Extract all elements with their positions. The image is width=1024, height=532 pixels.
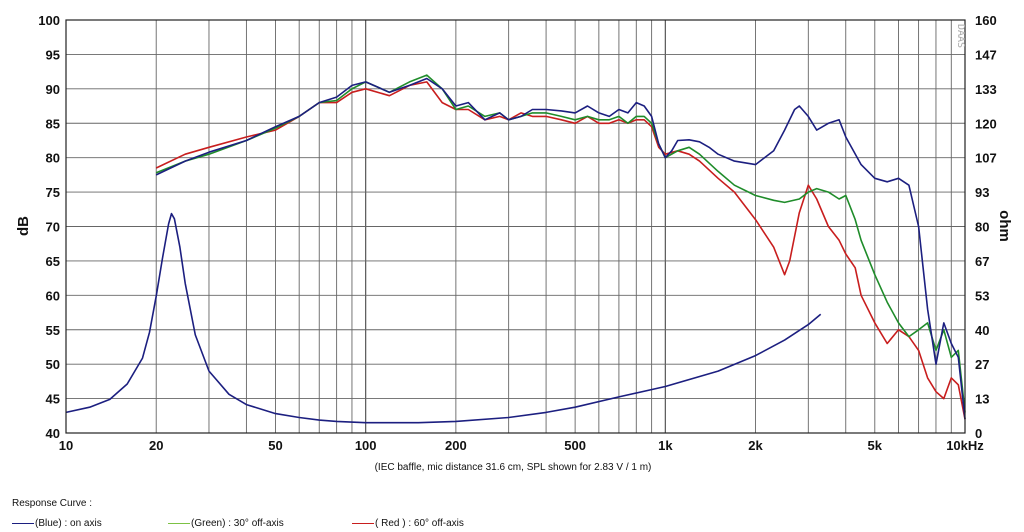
legend-label-30-off-axis: (Green) : 30° off-axis	[191, 518, 284, 529]
y-axis-left-label: dB	[15, 216, 32, 236]
legend-swatch-green	[168, 522, 190, 524]
y-left-tick-label: 60	[46, 288, 60, 303]
y-left-tick-label: 70	[46, 220, 60, 235]
x-tick-label: 200	[445, 438, 467, 453]
y-right-tick-label: 80	[975, 220, 989, 235]
y-right-tick-label: 0	[975, 426, 982, 441]
legend-item-60-off-axis: ( Red ) : 60° off-axis	[352, 518, 464, 529]
x-tick-label: 50	[268, 438, 282, 453]
y-right-tick-label: 67	[975, 254, 989, 269]
y-right-tick-label: 93	[975, 185, 989, 200]
y-right-tick-label: 160	[975, 13, 997, 28]
legend-swatch-blue	[12, 522, 34, 524]
y-left-tick-label: 95	[46, 47, 60, 62]
x-tick-label: 5k	[868, 438, 883, 453]
x-tick-label: 10kHz	[946, 438, 984, 453]
y-right-tick-label: 147	[975, 47, 997, 62]
y-left-tick-label: 55	[46, 323, 60, 338]
legend-label-on-axis: (Blue) : on axis	[35, 518, 102, 529]
spl-curve-60-off-axis	[155, 81, 966, 420]
plot-frame	[65, 19, 966, 434]
x-tick-label: 10	[59, 438, 73, 453]
y-left-tick-label: 100	[38, 13, 60, 28]
spl-curve-on-axis	[155, 77, 966, 420]
y-left-tick-label: 80	[46, 151, 60, 166]
y-right-tick-label: 120	[975, 116, 997, 131]
y-right-tick-label: 27	[975, 357, 989, 372]
y-right-tick-label: 13	[975, 392, 989, 407]
y-left-tick-label: 65	[46, 254, 60, 269]
y-left-tick-label: 50	[46, 357, 60, 372]
y-left-tick-label: 40	[46, 426, 60, 441]
y-left-tick-label: 45	[46, 392, 60, 407]
legend-item-30-off-axis: (Green) : 30° off-axis	[168, 518, 284, 529]
x-tick-label: 20	[149, 438, 163, 453]
x-tick-label: 100	[355, 438, 377, 453]
y-right-tick-label: 40	[975, 323, 989, 338]
y-left-tick-label: 75	[46, 185, 60, 200]
tick-labels: 10 20 50 100 200 500 1k 2k 5k 10kHz 40 45 50 55 60 65 70…	[38, 13, 996, 453]
brand-watermark: DAAS	[955, 24, 966, 48]
x-tick-label: 1k	[658, 438, 673, 453]
measurement-caption: (IEC baffle, mic distance 31.6 cm, SPL s…	[375, 462, 652, 473]
y-axis-right-label: ohm	[996, 210, 1013, 242]
y-right-tick-label: 133	[975, 82, 997, 97]
x-tick-label: 2k	[748, 438, 763, 453]
impedance-curve	[65, 212, 822, 424]
legend-title: Response Curve :	[12, 498, 93, 509]
series-lines	[65, 74, 966, 424]
y-left-tick-label: 90	[46, 82, 60, 97]
y-left-tick-label: 85	[46, 116, 60, 131]
legend-label-60-off-axis: ( Red ) : 60° off-axis	[375, 518, 464, 529]
y-right-tick-label: 107	[975, 151, 997, 166]
x-tick-label: 500	[564, 438, 586, 453]
legend-swatch-red	[352, 522, 374, 524]
y-right-tick-label: 53	[975, 288, 989, 303]
legend-item-on-axis: (Blue) : on axis	[12, 518, 102, 529]
